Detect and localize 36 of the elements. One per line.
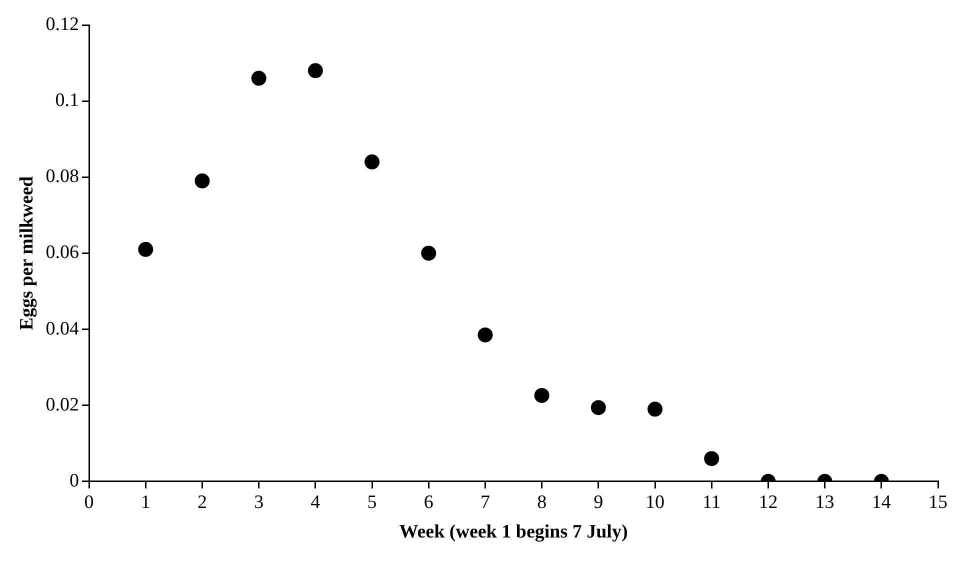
y-tick-label: 0: [70, 470, 80, 492]
point: [590, 400, 606, 416]
x-tick-label: 3: [254, 492, 264, 513]
x-tick-label: 13: [815, 492, 834, 513]
x-tick-label: 0: [84, 492, 94, 513]
y-tick-label: 0.02: [46, 394, 80, 416]
x-tick-label: 6: [424, 492, 434, 513]
x-tick-label: 1: [140, 492, 150, 513]
x-tick-label: 2: [197, 492, 207, 513]
x-tick-label: 12: [758, 492, 778, 513]
x-tick-label: 15: [928, 492, 948, 513]
point: [478, 327, 493, 342]
point: [308, 63, 323, 78]
point: [421, 246, 436, 261]
y-tick-label: 0.1: [55, 90, 80, 112]
x-tick-label: 8: [537, 492, 547, 513]
y-axis-title: Eggs per milkweed: [16, 176, 38, 330]
x-tick-label: 10: [646, 492, 665, 513]
y-tick-label: 0.08: [46, 166, 80, 188]
point: [534, 388, 550, 403]
point: [138, 242, 154, 257]
x-axis-title: Week (week 1 begins 7 July): [399, 522, 628, 543]
point: [364, 154, 380, 170]
x-tick-label: 4: [310, 492, 321, 513]
y-tick-label: 0.04: [46, 318, 80, 340]
point: [194, 173, 210, 188]
point: [704, 451, 720, 466]
y-tick-label: 0.06: [46, 242, 80, 264]
point: [648, 402, 663, 417]
y-tick-label: 0.12: [46, 14, 80, 35]
x-tick-label: 7: [480, 492, 490, 513]
x-tick-label: 9: [594, 492, 604, 513]
x-tick-label: 11: [702, 492, 721, 513]
x-tick-label: 14: [872, 492, 892, 513]
point: [251, 70, 266, 86]
x-tick-label: 5: [367, 492, 377, 513]
